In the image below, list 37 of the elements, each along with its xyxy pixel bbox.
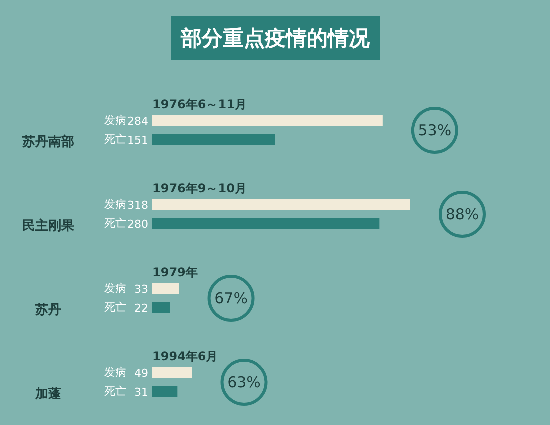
bar: [152, 199, 410, 210]
text: 发病: [104, 366, 126, 379]
data-label: 318: [128, 199, 149, 212]
annotation: 1976年6～11月: [152, 98, 247, 112]
bar: [152, 302, 170, 313]
bar: [152, 218, 380, 229]
data-label: 284: [128, 115, 149, 128]
text: 88%: [446, 206, 480, 224]
data-label: 280: [128, 218, 149, 231]
text: 死亡: [104, 385, 126, 398]
y-tick-label: 加蓬: [34, 386, 62, 402]
text: 53%: [418, 122, 452, 140]
chart-title: 部分重点疫情的情况: [180, 26, 371, 50]
annotation: 1979年: [152, 266, 198, 280]
annotation: 63%: [228, 374, 261, 392]
bar: [152, 283, 180, 294]
annotation: 67%: [214, 290, 248, 308]
data-label: 33: [134, 283, 149, 296]
text: 发病: [104, 282, 126, 295]
bar: [152, 367, 192, 378]
bar: [152, 386, 178, 397]
text: 死亡: [104, 217, 126, 230]
y-tick-label: 民主刚果: [22, 218, 76, 234]
data-label: 22: [134, 302, 149, 315]
y-tick-label: 苏丹南部: [22, 134, 74, 150]
data-label: 49: [134, 367, 149, 380]
text: 发病: [104, 114, 126, 127]
data-label: 151: [128, 134, 149, 147]
y-tick-label: 苏丹: [34, 303, 62, 318]
annotation: 1994年6月: [152, 350, 218, 364]
bar: [152, 115, 383, 126]
text: 死亡: [104, 301, 126, 314]
data-label: 31: [134, 386, 149, 399]
bar: [152, 134, 276, 145]
text: 死亡: [104, 133, 126, 146]
annotation: 1976年9～10月: [152, 182, 247, 196]
text: 发病: [104, 198, 126, 211]
